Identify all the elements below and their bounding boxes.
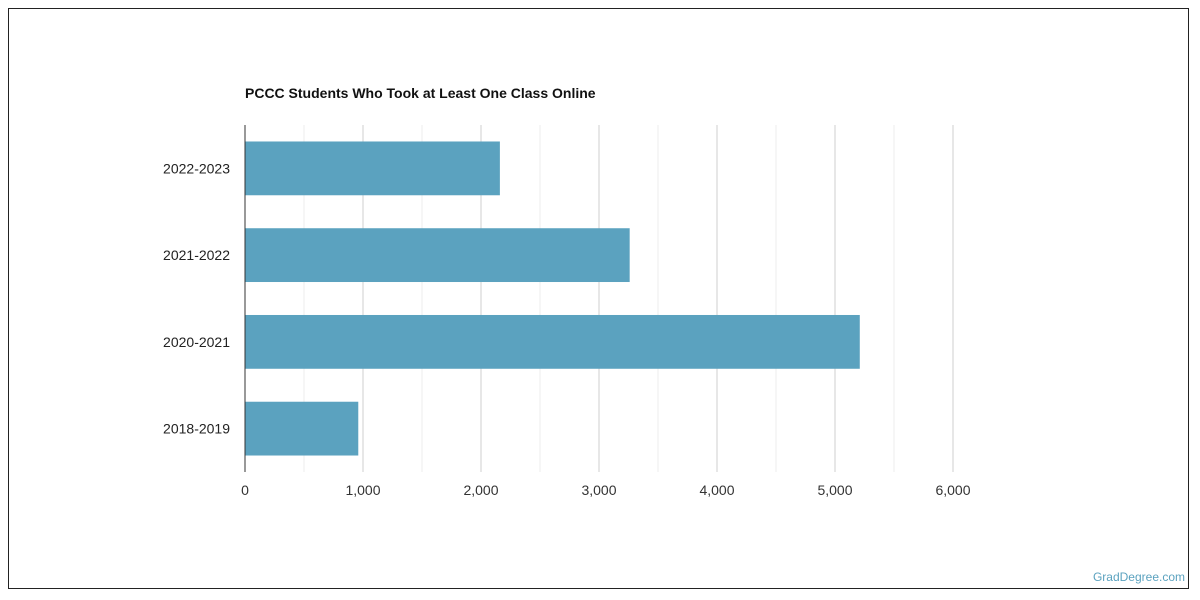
- bar-2018-2019: [245, 401, 359, 456]
- x-tick-label: 3,000: [581, 482, 616, 498]
- y-tick-label: 2021-2022: [163, 247, 230, 263]
- chart-title: PCCC Students Who Took at Least One Clas…: [245, 85, 596, 101]
- x-tick-label: 6,000: [935, 482, 970, 498]
- y-tick-label: 2022-2023: [163, 160, 230, 176]
- bar-2021-2022: [245, 228, 630, 283]
- x-tick-label: 0: [241, 482, 249, 498]
- graddegree-watermark-link[interactable]: GradDegree.com: [1092, 570, 1185, 584]
- x-tick-label: 2,000: [463, 482, 498, 498]
- bar-2022-2023: [245, 141, 500, 196]
- y-tick-label: 2018-2019: [163, 421, 230, 437]
- x-tick-label: 5,000: [817, 482, 852, 498]
- y-tick-label: 2020-2021: [163, 334, 230, 350]
- x-tick-label: 1,000: [345, 482, 380, 498]
- bar-2020-2021: [245, 314, 860, 369]
- x-tick-label: 4,000: [699, 482, 734, 498]
